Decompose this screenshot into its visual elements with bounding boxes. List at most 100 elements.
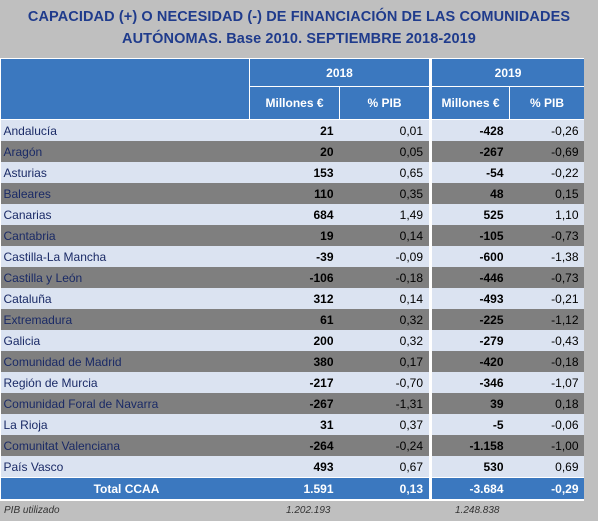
region-name: Asturias: [0, 162, 250, 183]
pib-2019: 0,15: [509, 183, 585, 204]
region-name: Castilla-La Mancha: [0, 246, 250, 267]
region-name: Castilla y León: [0, 267, 250, 288]
millions-2019: -446: [429, 267, 510, 288]
pib-2019: -1,12: [509, 309, 585, 330]
millions-2018: 153: [249, 162, 340, 183]
footer-label: PIB utilizado: [4, 505, 60, 516]
pib-2018: 0,32: [339, 309, 431, 330]
region-name: Baleares: [0, 183, 250, 204]
table-row: Aragón 20 0,05 -267 -0,69: [0, 141, 585, 162]
pib-2019: -0,73: [509, 267, 585, 288]
region-name: Aragón: [0, 141, 250, 162]
pib-2018: -0,18: [339, 267, 431, 288]
millions-2019: -267: [429, 141, 510, 162]
millions-2019: -420: [429, 351, 510, 372]
millions-2018: 380: [249, 351, 340, 372]
pib-2018: 0,35: [339, 183, 431, 204]
subheader-pib-2018: % PIB: [338, 86, 432, 120]
pib-2018: 0,14: [339, 288, 431, 309]
millions-2019: -428: [429, 119, 510, 141]
millions-2019: 525: [429, 204, 510, 225]
millions-2018: 31: [249, 414, 340, 435]
pib-2019: 0,69: [509, 456, 585, 478]
pib-2018: -1,31: [339, 393, 431, 414]
right-margin: [584, 58, 598, 501]
millions-2018: -39: [249, 246, 340, 267]
millions-2018: 20: [249, 141, 340, 162]
footer: PIB utilizado 1.202.193 1.248.838: [0, 501, 598, 521]
region-name: Andalucía: [0, 119, 250, 141]
table-row: Región de Murcia -217 -0,70 -346 -1,07: [0, 372, 585, 393]
region-name: País Vasco: [0, 456, 250, 478]
millions-2018: -106: [249, 267, 340, 288]
pib-2018: -0,09: [339, 246, 431, 267]
region-name: Canarias: [0, 204, 250, 225]
pib-2019: 0,18: [509, 393, 585, 414]
pib-2018: 0,01: [339, 119, 431, 141]
millions-2019: -346: [429, 372, 510, 393]
region-name: Extremadura: [0, 309, 250, 330]
table-row: Castilla y León -106 -0,18 -446 -0,73: [0, 267, 585, 288]
region-name: Cantabria: [0, 225, 250, 246]
millions-2019: 39: [429, 393, 510, 414]
footer-pib-2018: 1.202.193: [286, 505, 331, 516]
table-row: Cataluña 312 0,14 -493 -0,21: [0, 288, 585, 309]
millions-2018: 21: [249, 119, 340, 141]
pib-2019: -1,00: [509, 435, 585, 456]
subheader-pib-2019: % PIB: [509, 86, 586, 120]
pib-2019: -0,73: [509, 225, 585, 246]
table-row: Canarias 684 1,49 525 1,10: [0, 204, 585, 225]
total-millions-2018: 1.591: [249, 477, 340, 499]
title-area: CAPACIDAD (+) O NECESIDAD (-) DE FINANCI…: [0, 0, 598, 58]
millions-2019: 48: [429, 183, 510, 204]
millions-2018: 19: [249, 225, 340, 246]
millions-2018: 200: [249, 330, 340, 351]
table-row: Castilla-La Mancha -39 -0,09 -600 -1,38: [0, 246, 585, 267]
pib-2019: -0,26: [509, 119, 585, 141]
region-name: Comunidad de Madrid: [0, 351, 250, 372]
region-name: Galicia: [0, 330, 250, 351]
millions-2018: -217: [249, 372, 340, 393]
pib-2019: -0,69: [509, 141, 585, 162]
millions-2018: 684: [249, 204, 340, 225]
pib-2018: 0,65: [339, 162, 431, 183]
pib-2019: -1,38: [509, 246, 585, 267]
millions-2019: 530: [429, 456, 510, 478]
table-row: Baleares 110 0,35 48 0,15: [0, 183, 585, 204]
pib-2019: -0,22: [509, 162, 585, 183]
pib-2018: 0,17: [339, 351, 431, 372]
millions-2018: -264: [249, 435, 340, 456]
total-pib-2019: -0,29: [509, 477, 585, 499]
pib-2019: 1,10: [509, 204, 585, 225]
millions-2019: -225: [429, 309, 510, 330]
region-name: Región de Murcia: [0, 372, 250, 393]
table-row: La Rioja 31 0,37 -5 -0,06: [0, 414, 585, 435]
millions-2018: 61: [249, 309, 340, 330]
pib-2018: 0,05: [339, 141, 431, 162]
region-name: Comunitat Valenciana: [0, 435, 250, 456]
pib-2019: -0,43: [509, 330, 585, 351]
table-row: Galicia 200 0,32 -279 -0,43: [0, 330, 585, 351]
region-name: Comunidad Foral de Navarra: [0, 393, 250, 414]
financing-table: 2018 2019 Millones € % PIB Millones € % …: [0, 58, 586, 499]
millions-2019: -105: [429, 225, 510, 246]
table-row: País Vasco 493 0,67 530 0,69: [0, 456, 585, 478]
table-row: Extremadura 61 0,32 -225 -1,12: [0, 309, 585, 330]
pib-2018: 0,14: [339, 225, 431, 246]
millions-2019: -493: [429, 288, 510, 309]
report-title: CAPACIDAD (+) O NECESIDAD (-) DE FINANCI…: [0, 6, 598, 50]
year-header-2019: 2019: [429, 58, 586, 87]
pib-2019: -0,18: [509, 351, 585, 372]
table-row: Comunitat Valenciana -264 -0,24 -1.158 -1,00: [0, 435, 585, 456]
total-row: Total CCAA 1.591 0,13 -3.684 -0,29: [0, 477, 585, 499]
pib-2018: 0,37: [339, 414, 431, 435]
table-row: Andalucía 21 0,01 -428 -0,26: [0, 119, 585, 141]
table-row: Cantabria 19 0,14 -105 -0,73: [0, 225, 585, 246]
table-row: Comunidad de Madrid 380 0,17 -420 -0,18: [0, 351, 585, 372]
millions-2019: -5: [429, 414, 510, 435]
millions-2019: -279: [429, 330, 510, 351]
footer-pib-2019: 1.248.838: [455, 505, 500, 516]
pib-2018: -0,70: [339, 372, 431, 393]
subheader-millions-2018: Millones €: [249, 86, 340, 120]
pib-2019: -1,07: [509, 372, 585, 393]
